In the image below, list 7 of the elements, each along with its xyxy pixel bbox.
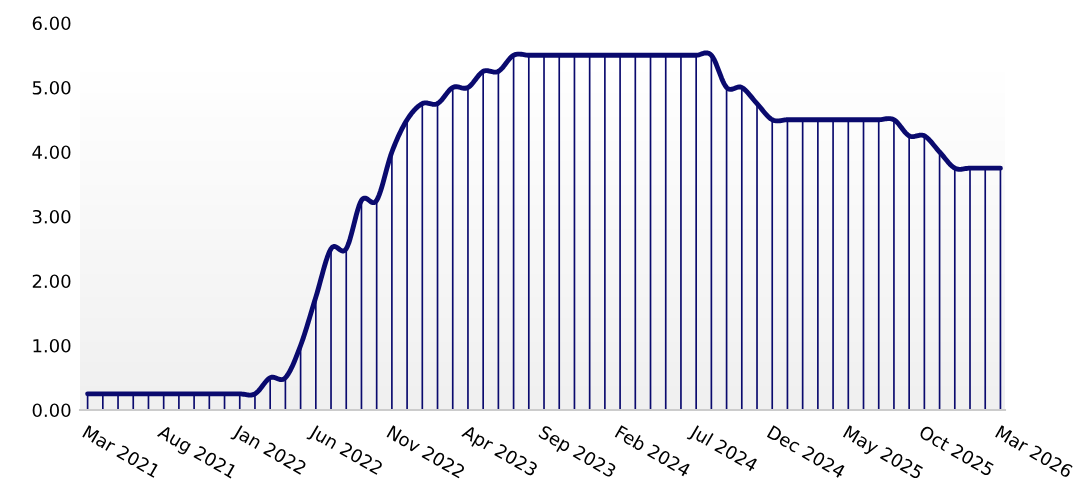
y-tick-label: 5.00 (32, 80, 71, 95)
y-tick-label: 2.00 (32, 274, 71, 289)
y-tick-label: 1.00 (33, 338, 71, 353)
y-tick-label: 0.00 (32, 403, 71, 418)
y-tick-label: 6.00 (32, 16, 71, 31)
y-tick-label: 3.00 (32, 209, 71, 224)
y-tick-label: 4.00 (32, 145, 71, 160)
